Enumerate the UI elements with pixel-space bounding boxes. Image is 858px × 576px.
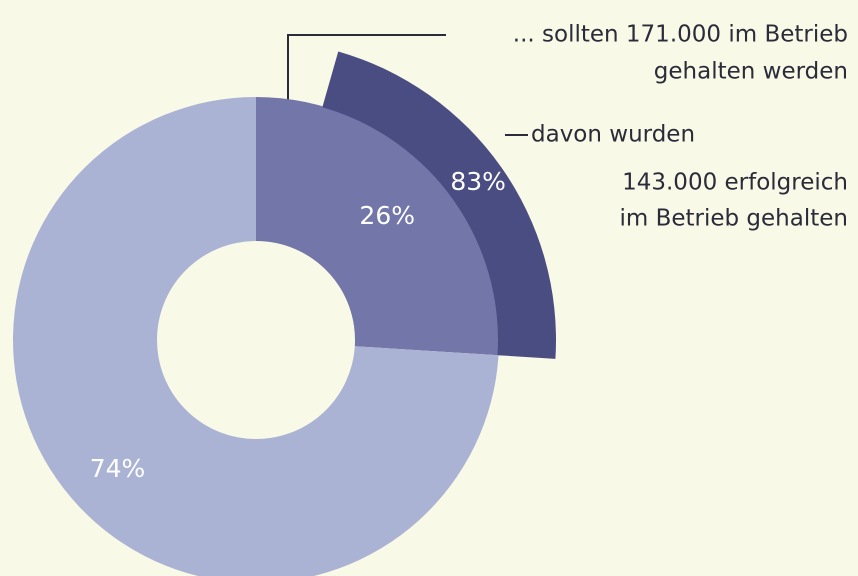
annotation: 143.000 erfolgreich	[622, 170, 848, 196]
annotation: davon wurden	[531, 122, 695, 148]
annotation: im Betrieb gehalten	[619, 206, 848, 232]
sub-segment	[322, 51, 556, 359]
data-label: 83%	[450, 167, 506, 196]
annotation: gehalten werden	[654, 59, 848, 85]
data-label: 74%	[90, 454, 146, 483]
annotation: ... sollten 171.000 im Betrieb	[513, 22, 848, 48]
data-label: 26%	[359, 201, 415, 230]
leader-line	[287, 34, 446, 100]
donut-slice	[13, 97, 499, 576]
donut-slice	[256, 97, 499, 356]
